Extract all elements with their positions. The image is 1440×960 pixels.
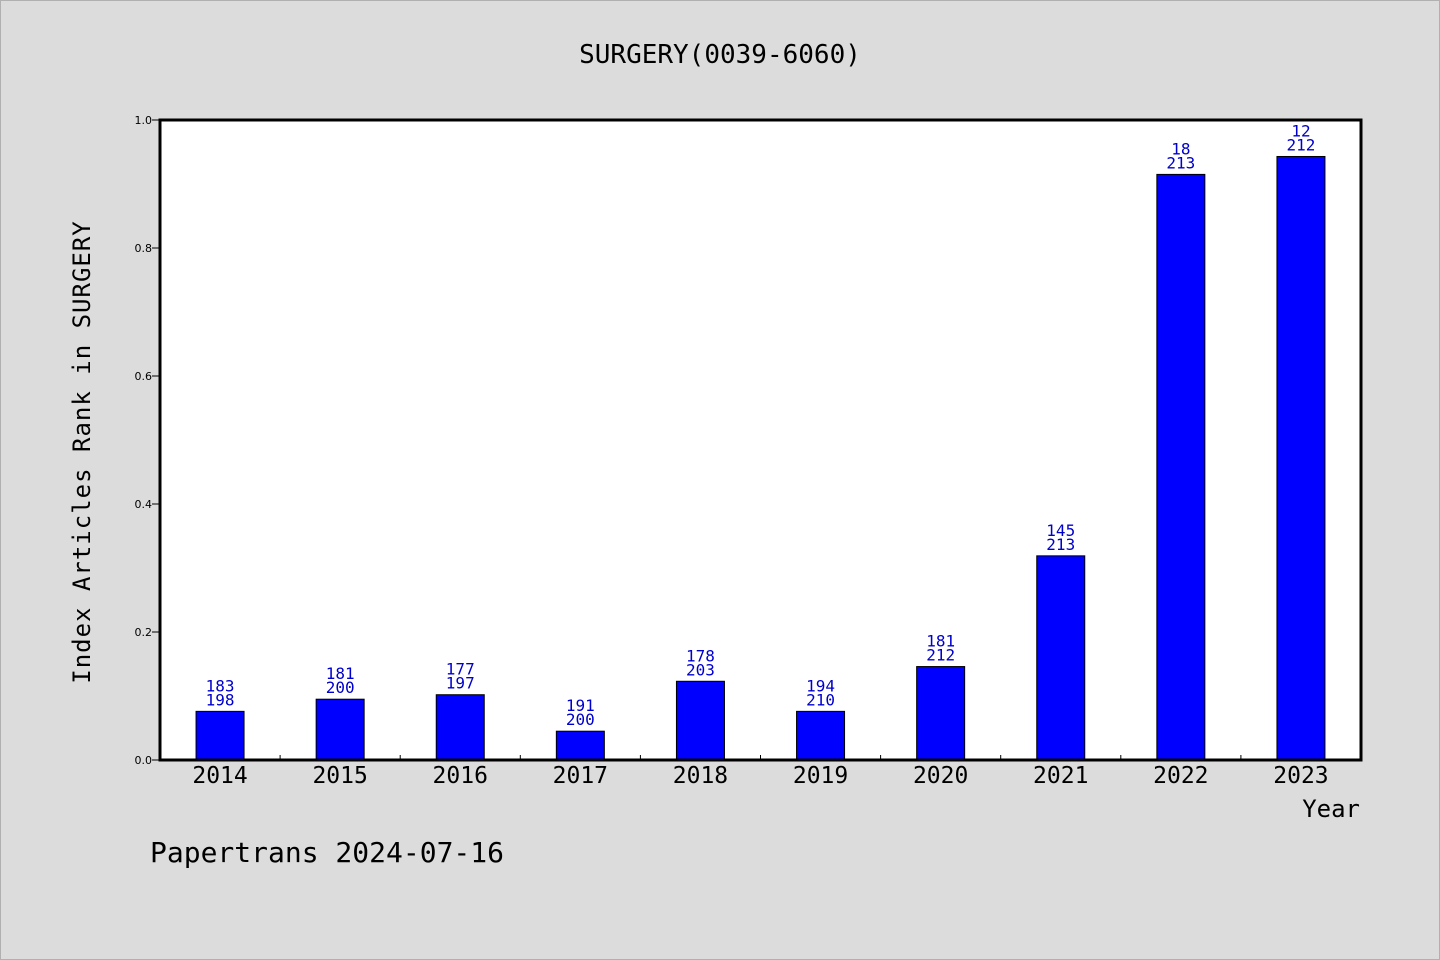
bar-total-label: 213: [1166, 153, 1195, 172]
bar-2014: [195, 710, 245, 761]
bars-group: 1831981812001771971912001782031942101812…: [195, 121, 1326, 761]
bar-2021: [1036, 555, 1086, 761]
bar-total-label: 198: [206, 690, 235, 709]
x-tick-label: 2018: [673, 763, 728, 789]
bar-total-label: 213: [1046, 535, 1075, 554]
x-tick-label: 2019: [793, 763, 848, 789]
y-tick-label: 1.0: [135, 114, 153, 127]
bar-rank-label: 177: [446, 660, 475, 679]
bar-total-label: 197: [446, 674, 475, 693]
y-tick-label: 0.4: [135, 498, 153, 511]
bar-total-label: 203: [686, 660, 715, 679]
x-tick-label: 2022: [1153, 763, 1208, 789]
y-tick-label: 0.8: [135, 242, 153, 255]
x-axis-ticks: 2014 2015 2016 2017 2018 2019 2020 2021 2022 2023: [192, 755, 1329, 789]
y-tick-label: 0.0: [135, 754, 153, 767]
bar-2015: [315, 698, 365, 761]
bar-total-label: 200: [326, 678, 355, 697]
x-tick-label: 2021: [1033, 763, 1088, 789]
bar-rank-label: 191: [566, 696, 595, 715]
bar-2019: [796, 710, 846, 761]
y-axis-label: Index Articles Rank in SURGERY: [68, 220, 96, 683]
bar-rank-label: 178: [686, 646, 715, 665]
y-tick-label: 0.6: [135, 370, 153, 383]
bar-2018: [675, 680, 725, 761]
footer-watermark: Papertrans 2024-07-16: [150, 836, 504, 869]
bar-rank-label: 12: [1291, 121, 1310, 140]
x-tick-label: 2016: [433, 763, 488, 789]
x-tick-label: 2015: [312, 763, 367, 789]
plot-border: [158, 118, 1363, 762]
bar-2022: [1156, 173, 1206, 761]
x-tick-label: 2023: [1273, 763, 1328, 789]
bar-rank-label: 18: [1171, 139, 1190, 158]
x-tick-label: 2020: [913, 763, 968, 789]
chart-title: SURGERY(0039-6060): [579, 40, 861, 70]
bar-rank-label: 183: [206, 676, 235, 695]
bar-2023: [1276, 155, 1326, 761]
x-tick-label: 2017: [553, 763, 608, 789]
bar-2016: [435, 694, 485, 761]
bar-rank-label: 145: [1046, 521, 1075, 540]
bar-total-label: 212: [1286, 135, 1315, 154]
x-axis-label: Year: [1302, 795, 1360, 823]
x-tick-label: 2014: [192, 763, 247, 789]
y-tick-label: 0.2: [135, 626, 153, 639]
bar-total-label: 200: [566, 710, 595, 729]
bar-rank-label: 181: [926, 632, 955, 651]
bar-rank-label: 181: [326, 664, 355, 683]
bar-rank-label: 194: [806, 676, 835, 695]
bar-2020: [916, 666, 966, 761]
y-axis-ticks: 0.0 0.2 0.4 0.6 0.8 1.0: [135, 114, 160, 767]
bar-total-label: 212: [926, 646, 955, 665]
bar-total-label: 210: [806, 690, 835, 709]
bar-2017: [555, 730, 605, 761]
